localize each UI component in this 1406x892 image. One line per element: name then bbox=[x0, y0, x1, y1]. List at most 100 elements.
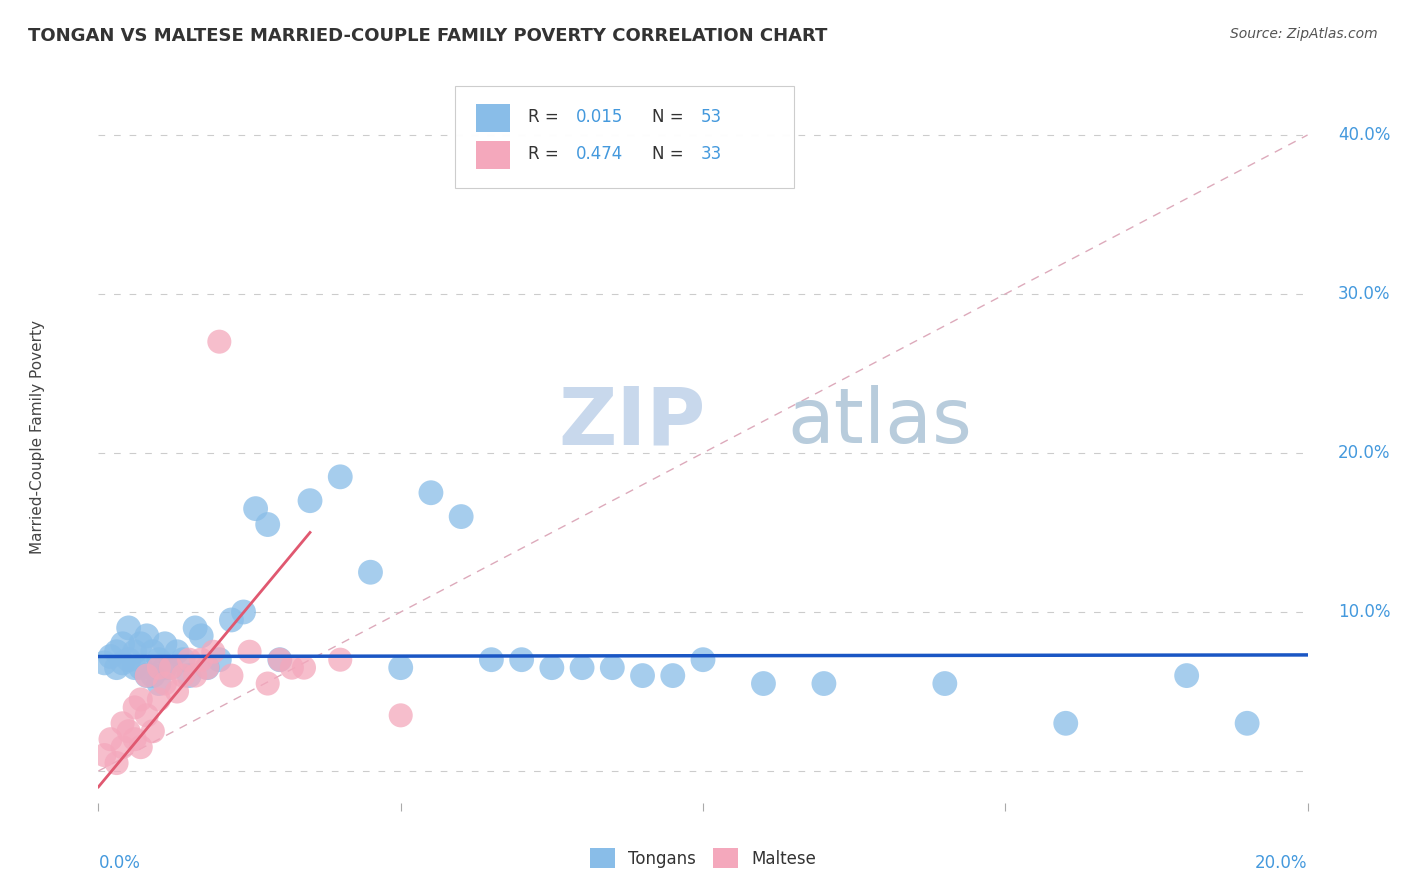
Text: atlas: atlas bbox=[787, 385, 973, 459]
Point bbox=[100, 649, 122, 664]
Point bbox=[232, 605, 254, 619]
FancyBboxPatch shape bbox=[475, 104, 509, 132]
Point bbox=[124, 700, 146, 714]
Point bbox=[602, 660, 624, 674]
Text: Source: ZipAtlas.com: Source: ZipAtlas.com bbox=[1230, 27, 1378, 41]
Point bbox=[135, 668, 157, 682]
Text: N =: N = bbox=[652, 145, 689, 163]
Text: 10.0%: 10.0% bbox=[1339, 603, 1391, 621]
Point bbox=[142, 724, 165, 739]
Point bbox=[571, 660, 593, 674]
Point bbox=[172, 668, 194, 682]
Point bbox=[540, 660, 562, 674]
Text: 53: 53 bbox=[700, 109, 721, 127]
Point bbox=[124, 732, 146, 747]
Point bbox=[389, 708, 412, 723]
Text: 0.474: 0.474 bbox=[576, 145, 623, 163]
Point bbox=[281, 660, 304, 674]
Point bbox=[752, 676, 775, 690]
Point bbox=[148, 653, 170, 667]
Point bbox=[153, 660, 176, 674]
Point bbox=[153, 676, 176, 690]
Point bbox=[105, 645, 128, 659]
Point bbox=[179, 653, 201, 667]
Point bbox=[142, 668, 165, 682]
Point bbox=[256, 676, 278, 690]
Text: N =: N = bbox=[652, 109, 689, 127]
Point bbox=[208, 653, 231, 667]
Point bbox=[195, 660, 218, 674]
Text: 20.0%: 20.0% bbox=[1339, 444, 1391, 462]
Point bbox=[245, 501, 267, 516]
Point bbox=[148, 660, 170, 674]
Point bbox=[135, 629, 157, 643]
Point bbox=[111, 740, 134, 755]
Point bbox=[93, 748, 115, 763]
Point bbox=[1175, 668, 1198, 682]
Point bbox=[160, 660, 183, 674]
Text: R =: R = bbox=[527, 109, 564, 127]
Point bbox=[1054, 716, 1077, 731]
Point bbox=[389, 660, 412, 674]
Point bbox=[148, 692, 170, 706]
Point bbox=[190, 653, 212, 667]
Point bbox=[111, 656, 134, 670]
Point bbox=[100, 732, 122, 747]
Point bbox=[111, 716, 134, 731]
Point bbox=[195, 660, 218, 674]
Text: 0.0%: 0.0% bbox=[98, 854, 141, 872]
Point bbox=[256, 517, 278, 532]
Point bbox=[221, 668, 243, 682]
Point bbox=[124, 645, 146, 659]
Point bbox=[93, 656, 115, 670]
Point bbox=[299, 493, 322, 508]
Point bbox=[692, 653, 714, 667]
Point bbox=[142, 645, 165, 659]
Point bbox=[631, 668, 654, 682]
Point bbox=[292, 660, 315, 674]
Point bbox=[118, 621, 141, 635]
Point bbox=[135, 708, 157, 723]
Point bbox=[129, 740, 152, 755]
Point bbox=[329, 653, 352, 667]
Point bbox=[118, 724, 141, 739]
Point bbox=[148, 676, 170, 690]
Point bbox=[105, 756, 128, 770]
Text: 30.0%: 30.0% bbox=[1339, 285, 1391, 303]
Point bbox=[172, 653, 194, 667]
Point bbox=[221, 613, 243, 627]
FancyBboxPatch shape bbox=[475, 141, 509, 169]
Point bbox=[190, 629, 212, 643]
Text: 40.0%: 40.0% bbox=[1339, 126, 1391, 144]
Point bbox=[481, 653, 503, 667]
Point bbox=[105, 660, 128, 674]
Text: TONGAN VS MALTESE MARRIED-COUPLE FAMILY POVERTY CORRELATION CHART: TONGAN VS MALTESE MARRIED-COUPLE FAMILY … bbox=[28, 27, 828, 45]
Point bbox=[184, 668, 207, 682]
Point bbox=[1236, 716, 1258, 731]
Point bbox=[661, 668, 683, 682]
Point bbox=[420, 485, 443, 500]
Point bbox=[329, 470, 352, 484]
Point bbox=[208, 334, 231, 349]
Point bbox=[179, 668, 201, 682]
Text: Married-Couple Family Poverty: Married-Couple Family Poverty bbox=[31, 320, 45, 554]
Text: 33: 33 bbox=[700, 145, 721, 163]
Point bbox=[202, 645, 225, 659]
Point bbox=[160, 660, 183, 674]
Point bbox=[269, 653, 291, 667]
Point bbox=[239, 645, 262, 659]
Point bbox=[166, 684, 188, 698]
Point bbox=[269, 653, 291, 667]
FancyBboxPatch shape bbox=[456, 86, 793, 188]
Text: ZIP: ZIP bbox=[558, 384, 706, 461]
Point bbox=[510, 653, 533, 667]
Text: 0.015: 0.015 bbox=[576, 109, 623, 127]
Point bbox=[813, 676, 835, 690]
Point bbox=[184, 621, 207, 635]
Point bbox=[153, 637, 176, 651]
Point bbox=[450, 509, 472, 524]
Point bbox=[934, 676, 956, 690]
Point bbox=[124, 660, 146, 674]
Point bbox=[135, 668, 157, 682]
Text: R =: R = bbox=[527, 145, 564, 163]
